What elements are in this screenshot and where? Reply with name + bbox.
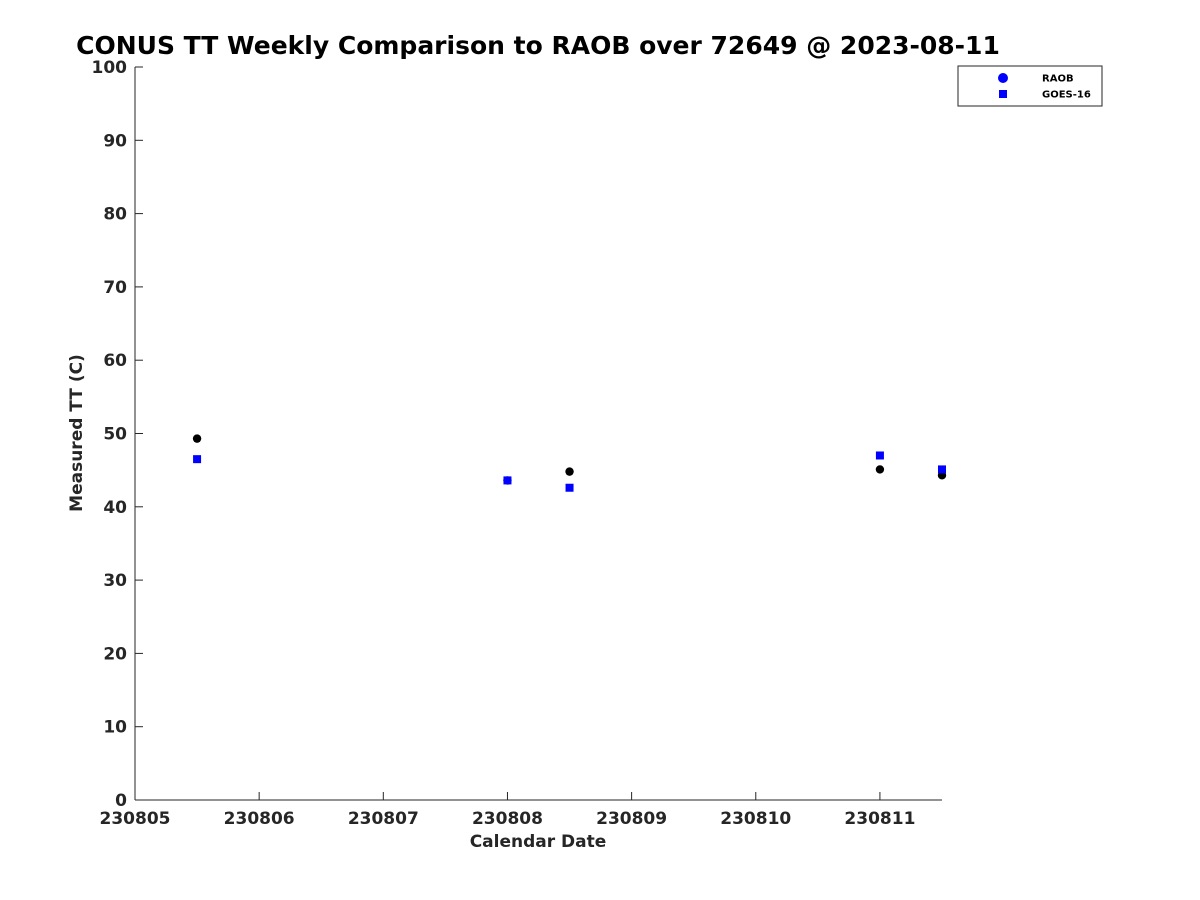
y-tick-label: 20 [103, 644, 127, 664]
y-axis-label: Measured TT (C) [67, 354, 87, 512]
y-tick-label: 50 [103, 425, 127, 445]
goes-16-point [565, 483, 574, 492]
x-tick-label: 230805 [100, 809, 171, 829]
legend-box [957, 65, 1103, 107]
y-tick-label: 40 [103, 498, 127, 518]
y-tick-label: 90 [103, 131, 127, 151]
chart-title: CONUS TT Weekly Comparison to RAOB over … [76, 31, 1000, 60]
x-tick-label: 230806 [224, 809, 295, 829]
data-markers [192, 434, 947, 492]
y-tick-label: 10 [103, 718, 127, 738]
goes-16-point [938, 465, 946, 474]
legend-marker-raob [998, 73, 1008, 83]
raob-point [565, 467, 574, 476]
y-tick-label: 80 [103, 205, 127, 225]
x-tick-label: 230808 [472, 809, 543, 829]
x-tick-label: 230807 [348, 809, 419, 829]
y-tick-label: 30 [103, 571, 127, 591]
raob-point [875, 465, 885, 474]
y-axis-ticks: 0 10 20 30 40 50 60 70 80 90 100 [92, 58, 143, 811]
legend-label-raob: RAOB [1042, 74, 1074, 85]
x-tick-label: 230810 [720, 809, 791, 829]
legend-marker-goes-16 [999, 90, 1007, 98]
y-tick-label: 70 [103, 278, 127, 298]
y-tick-label: 0 [115, 791, 127, 811]
goes-16-point [875, 451, 884, 460]
y-tick-label: 100 [92, 58, 128, 78]
goes-16-point [503, 476, 512, 485]
x-tick-label: 230809 [596, 809, 667, 829]
goes-16-point [193, 455, 202, 464]
raob-point [192, 434, 202, 443]
x-tick-label: 230811 [844, 809, 915, 829]
x-axis-label: Calendar Date [470, 832, 607, 852]
legend-label-goes-16: GOES-16 [1042, 90, 1091, 101]
x-axis-ticks: 230805 230806 230807 230808 230809 230810 2308… [100, 792, 915, 829]
y-tick-label: 60 [103, 351, 127, 371]
legend: RAOB GOES-16 [957, 65, 1103, 107]
